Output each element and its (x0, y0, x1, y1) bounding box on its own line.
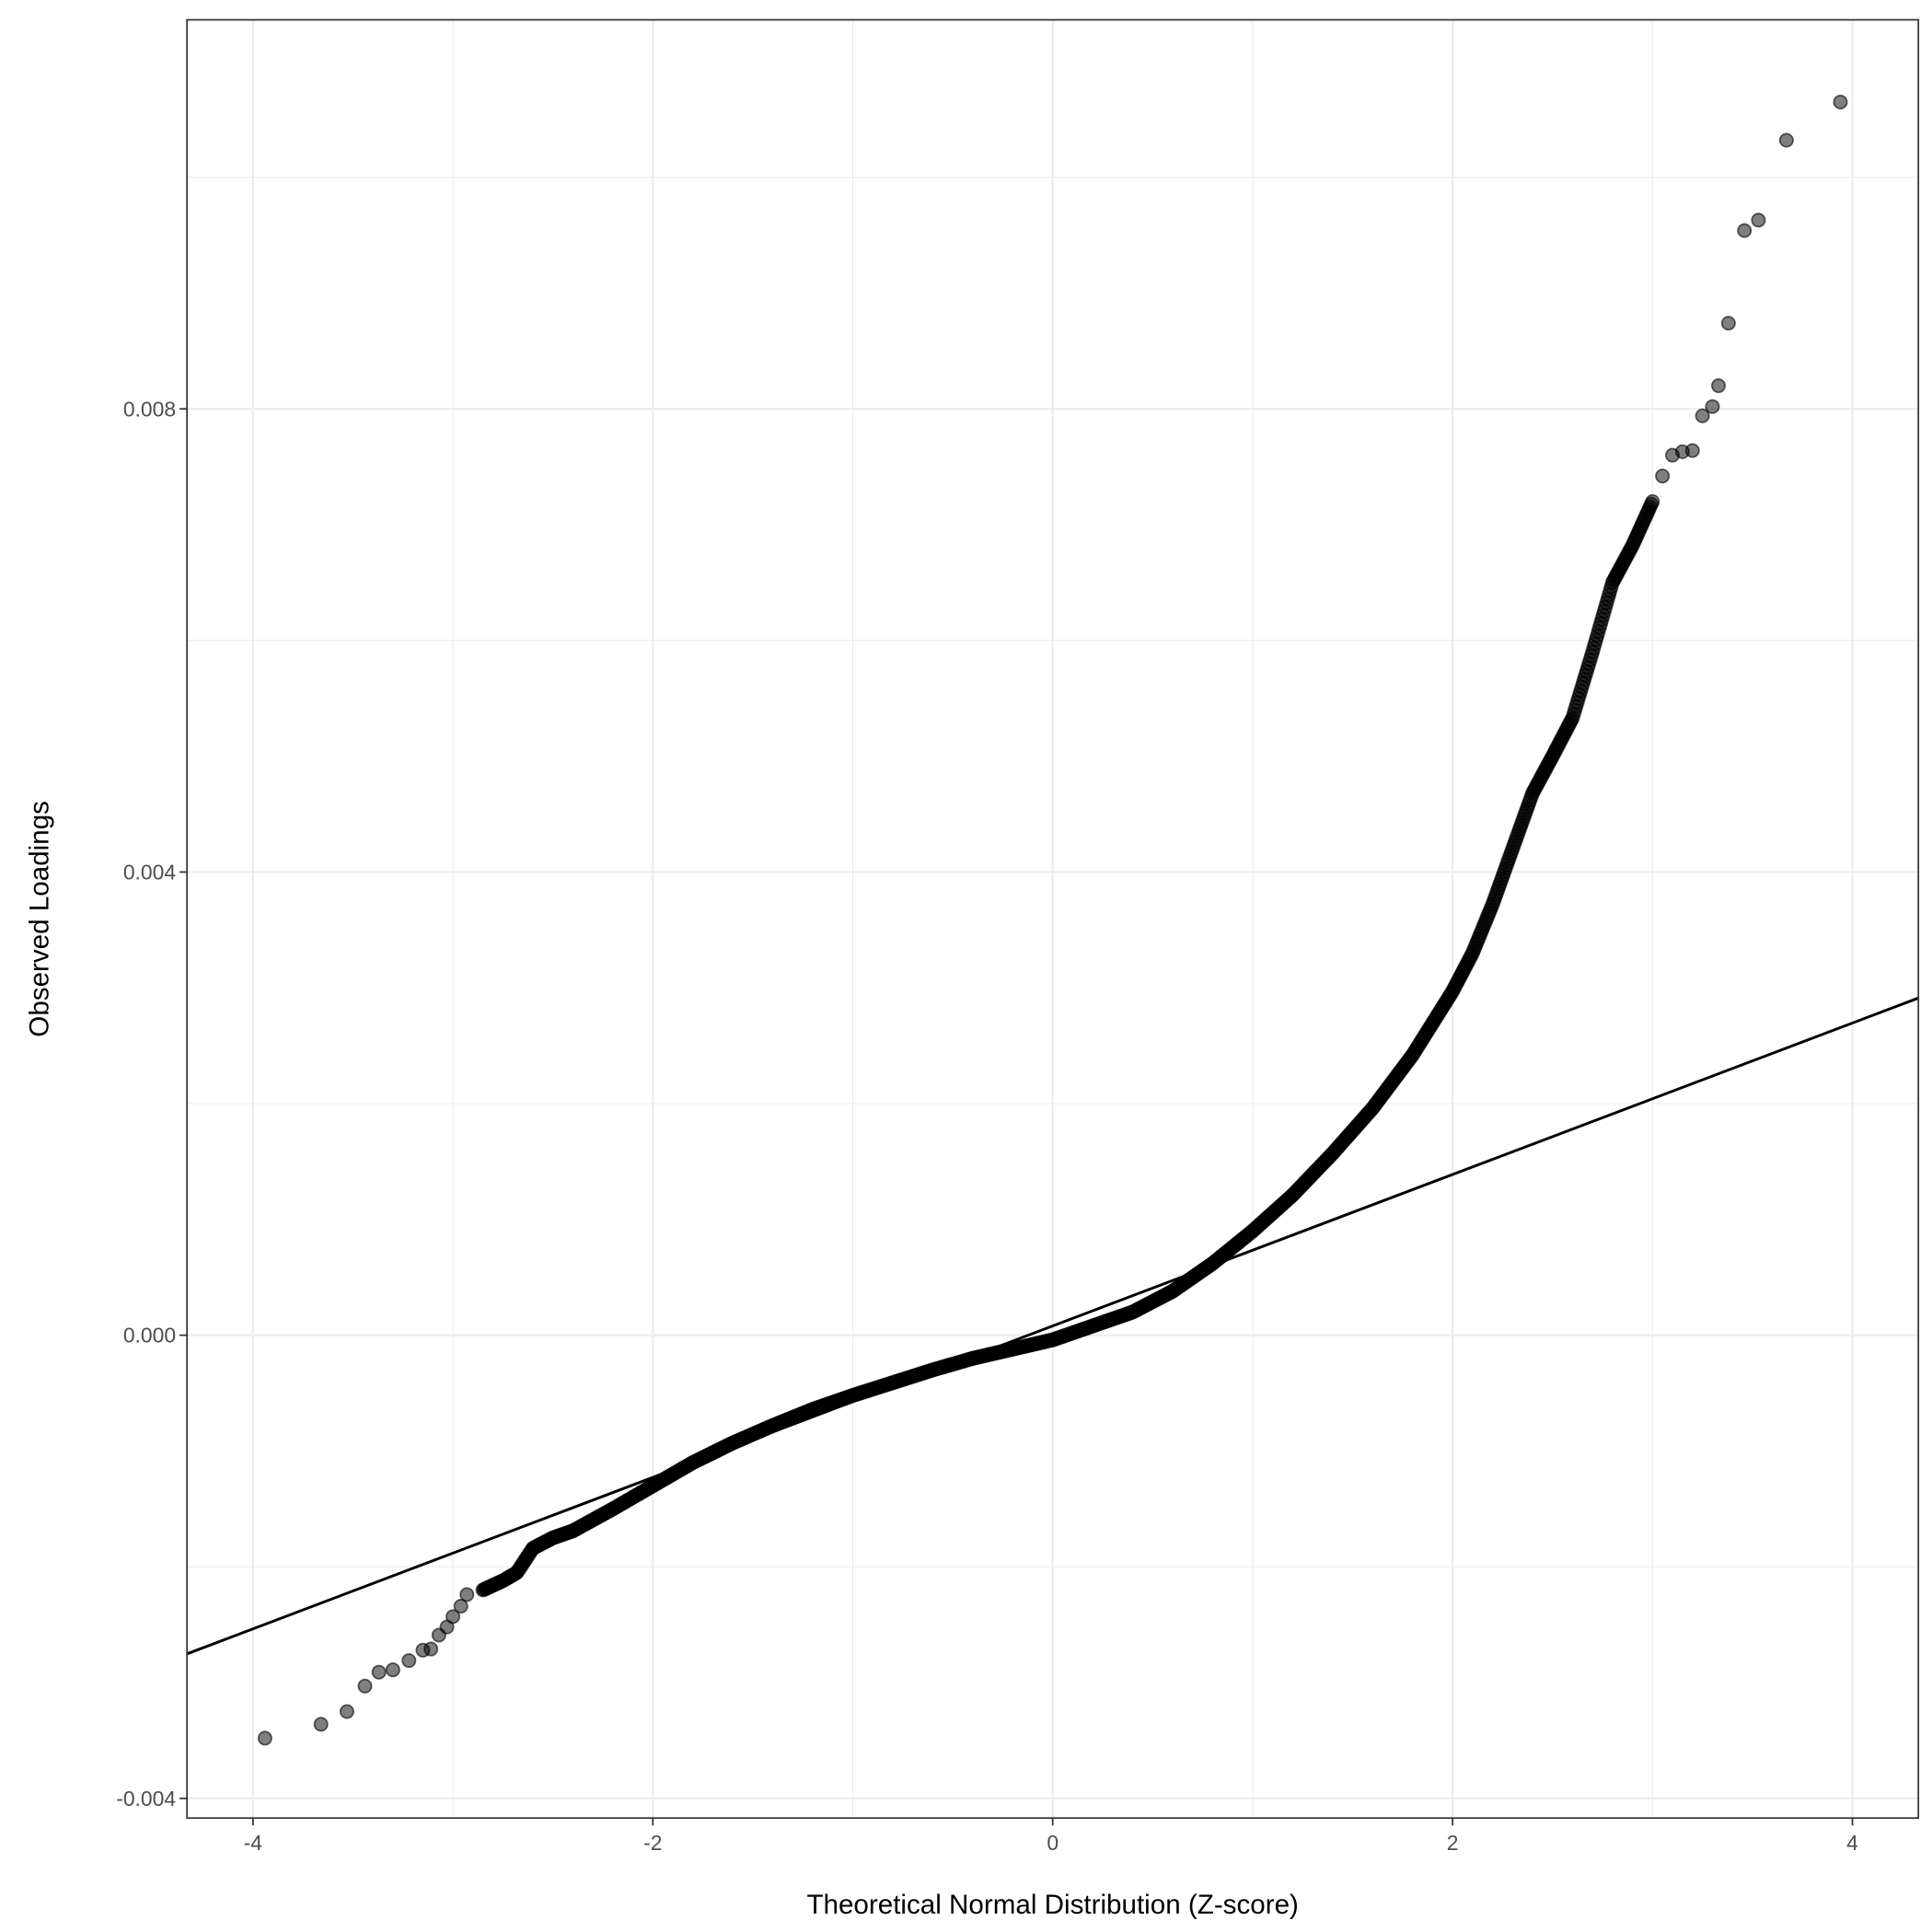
data-point (257, 1730, 272, 1746)
data-point (1833, 94, 1848, 110)
data-point (1705, 399, 1720, 414)
x-tick-label: 0 (1047, 1831, 1059, 1855)
reference-line (186, 996, 1919, 1656)
data-point (423, 1641, 439, 1657)
data-point (1720, 316, 1736, 331)
data-point (401, 1653, 417, 1669)
data-point (459, 1587, 475, 1602)
data-point (1778, 133, 1794, 148)
y-axis: -0.004 0.000 0.004 0.008 (116, 397, 188, 1811)
data-point (1737, 223, 1753, 238)
y-tick-label: 0.008 (123, 397, 176, 421)
x-tick-label: 4 (1846, 1831, 1858, 1855)
y-tick-label: -0.004 (116, 1787, 176, 1811)
data-point (1695, 408, 1710, 423)
data-point (339, 1704, 354, 1719)
data-point (1655, 469, 1671, 484)
x-axis: -4 -2 0 2 4 (244, 1818, 1858, 1855)
y-tick-label: 0.000 (123, 1324, 176, 1348)
x-tick-label: -4 (244, 1831, 263, 1855)
x-tick-label: 2 (1447, 1831, 1459, 1855)
x-axis-title: Theoretical Normal Distribution (Z-score… (806, 1890, 1298, 1920)
x-tick-label: -2 (643, 1831, 662, 1855)
data-point (385, 1662, 400, 1678)
data-point (1645, 493, 1660, 509)
data-point (357, 1678, 373, 1694)
data-point (453, 1598, 469, 1614)
y-tick-label: 0.004 (123, 860, 176, 884)
data-point (1710, 378, 1726, 394)
data-point (371, 1664, 387, 1680)
data-point (445, 1609, 461, 1625)
data-point (313, 1717, 329, 1732)
y-axis-title: Observed Loadings (24, 801, 54, 1037)
data-point (1684, 443, 1700, 458)
data-point (1751, 213, 1766, 228)
data-points (257, 94, 1848, 1746)
